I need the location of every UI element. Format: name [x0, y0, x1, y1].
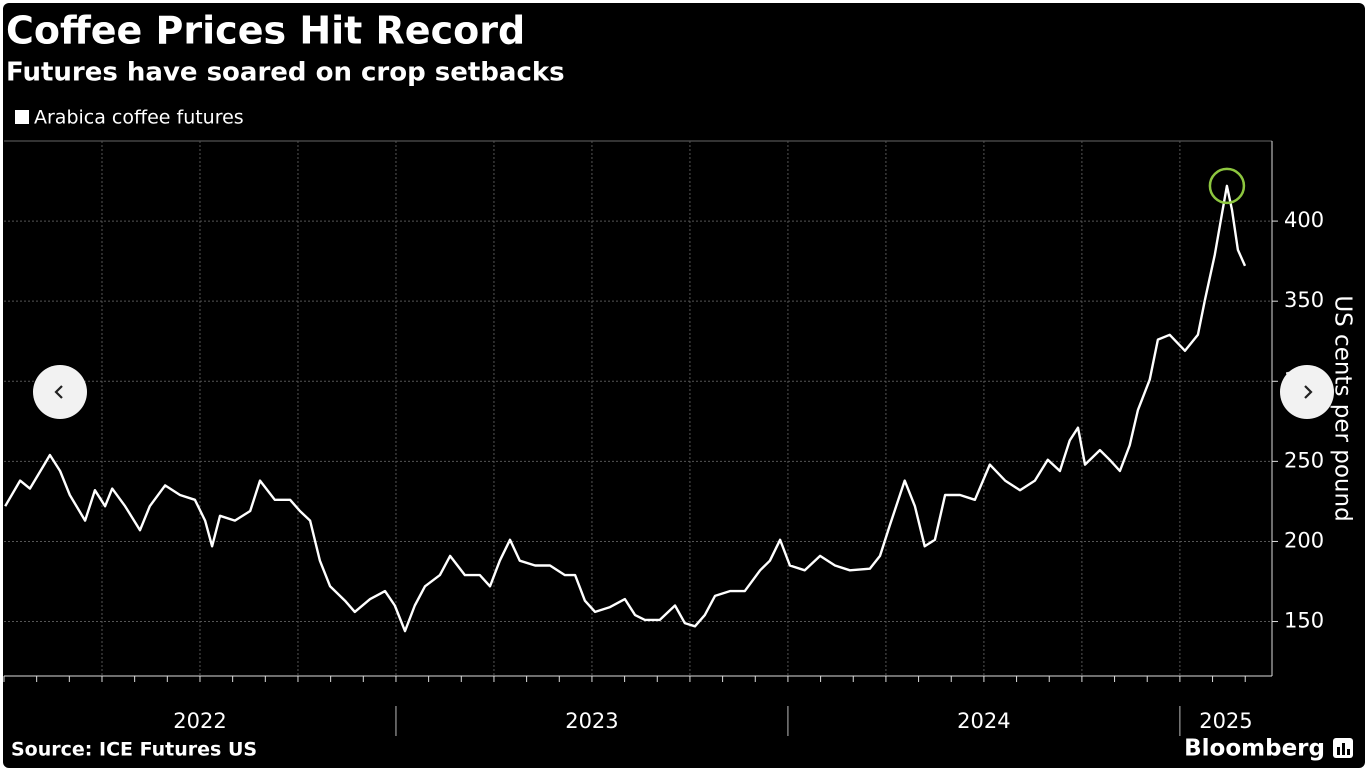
y-tick-label: 200 [1284, 528, 1324, 552]
y-tick-label: 150 [1284, 609, 1324, 633]
x-tick-label: 2024 [957, 709, 1010, 733]
legend-label: Arabica coffee futures [34, 107, 244, 129]
price-line [4, 184, 1247, 633]
brand-logo: Bloomberg [1184, 736, 1325, 762]
chevron-left [54, 385, 63, 399]
previous-button[interactable] [33, 365, 87, 419]
brand-icon [1333, 738, 1353, 758]
next-button[interactable] [1280, 365, 1334, 419]
y-tick-label: 250 [1284, 448, 1324, 472]
source-note: Source: ICE Futures US [11, 739, 257, 761]
chart-title: Coffee Prices Hit Record [6, 9, 525, 53]
y-tick-label: 350 [1284, 288, 1324, 312]
x-tick-label: 2022 [173, 709, 226, 733]
chevron-right [1304, 385, 1313, 399]
chart-card: Coffee Prices Hit Record Futures have so… [3, 3, 1365, 768]
chart: Coffee Prices Hit Record Futures have so… [3, 9, 1356, 762]
y-tick-label: 400 [1284, 208, 1324, 232]
x-tick-label: 2023 [565, 709, 618, 733]
legend-swatch [15, 110, 29, 124]
x-tick-label: 2025 [1199, 709, 1252, 733]
peak-highlight [1208, 167, 1246, 205]
chart-subtitle: Futures have soared on crop setbacks [6, 58, 565, 88]
y-axis-title: US cents per pound [1330, 295, 1356, 521]
